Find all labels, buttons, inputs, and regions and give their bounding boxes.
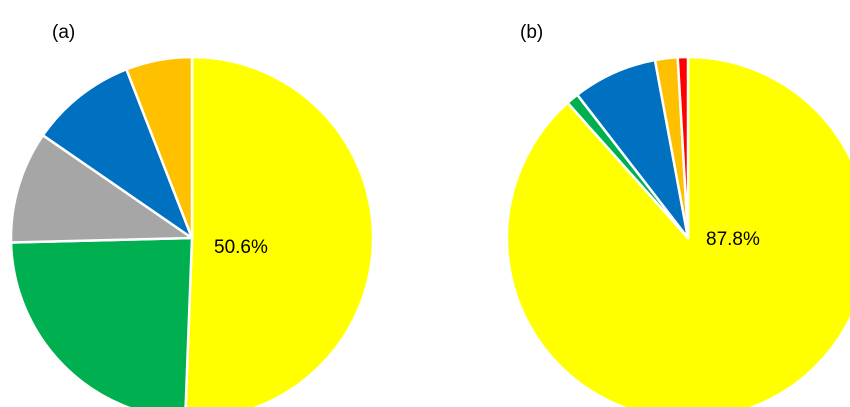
pie-a-slice-0-label: 50.6% bbox=[214, 237, 268, 258]
pie-chart-b: (b) 87.8% bbox=[505, 22, 850, 407]
pie-a-slices bbox=[9, 55, 375, 407]
pie-chart-a: (a) 50.6% bbox=[9, 22, 375, 407]
pie-a-labels: 50.6% bbox=[214, 237, 268, 258]
pie-a-slice-3 bbox=[41, 68, 194, 240]
panel-label-a: (a) bbox=[52, 22, 75, 43]
pie-b-slice-4 bbox=[676, 55, 690, 240]
pie-b-slice-0 bbox=[505, 55, 850, 407]
pie-b-slice-0-label: 87.8% bbox=[706, 229, 760, 250]
pie-a-slice-1 bbox=[9, 236, 194, 407]
pie-b-slices bbox=[505, 55, 850, 407]
pie-a-slice-0 bbox=[184, 55, 375, 407]
pie-a-slice-2 bbox=[9, 134, 194, 244]
pie-a-slice-4 bbox=[125, 55, 194, 240]
pie-b-labels: 87.8% bbox=[706, 229, 760, 250]
panel-label-b: (b) bbox=[520, 22, 543, 43]
